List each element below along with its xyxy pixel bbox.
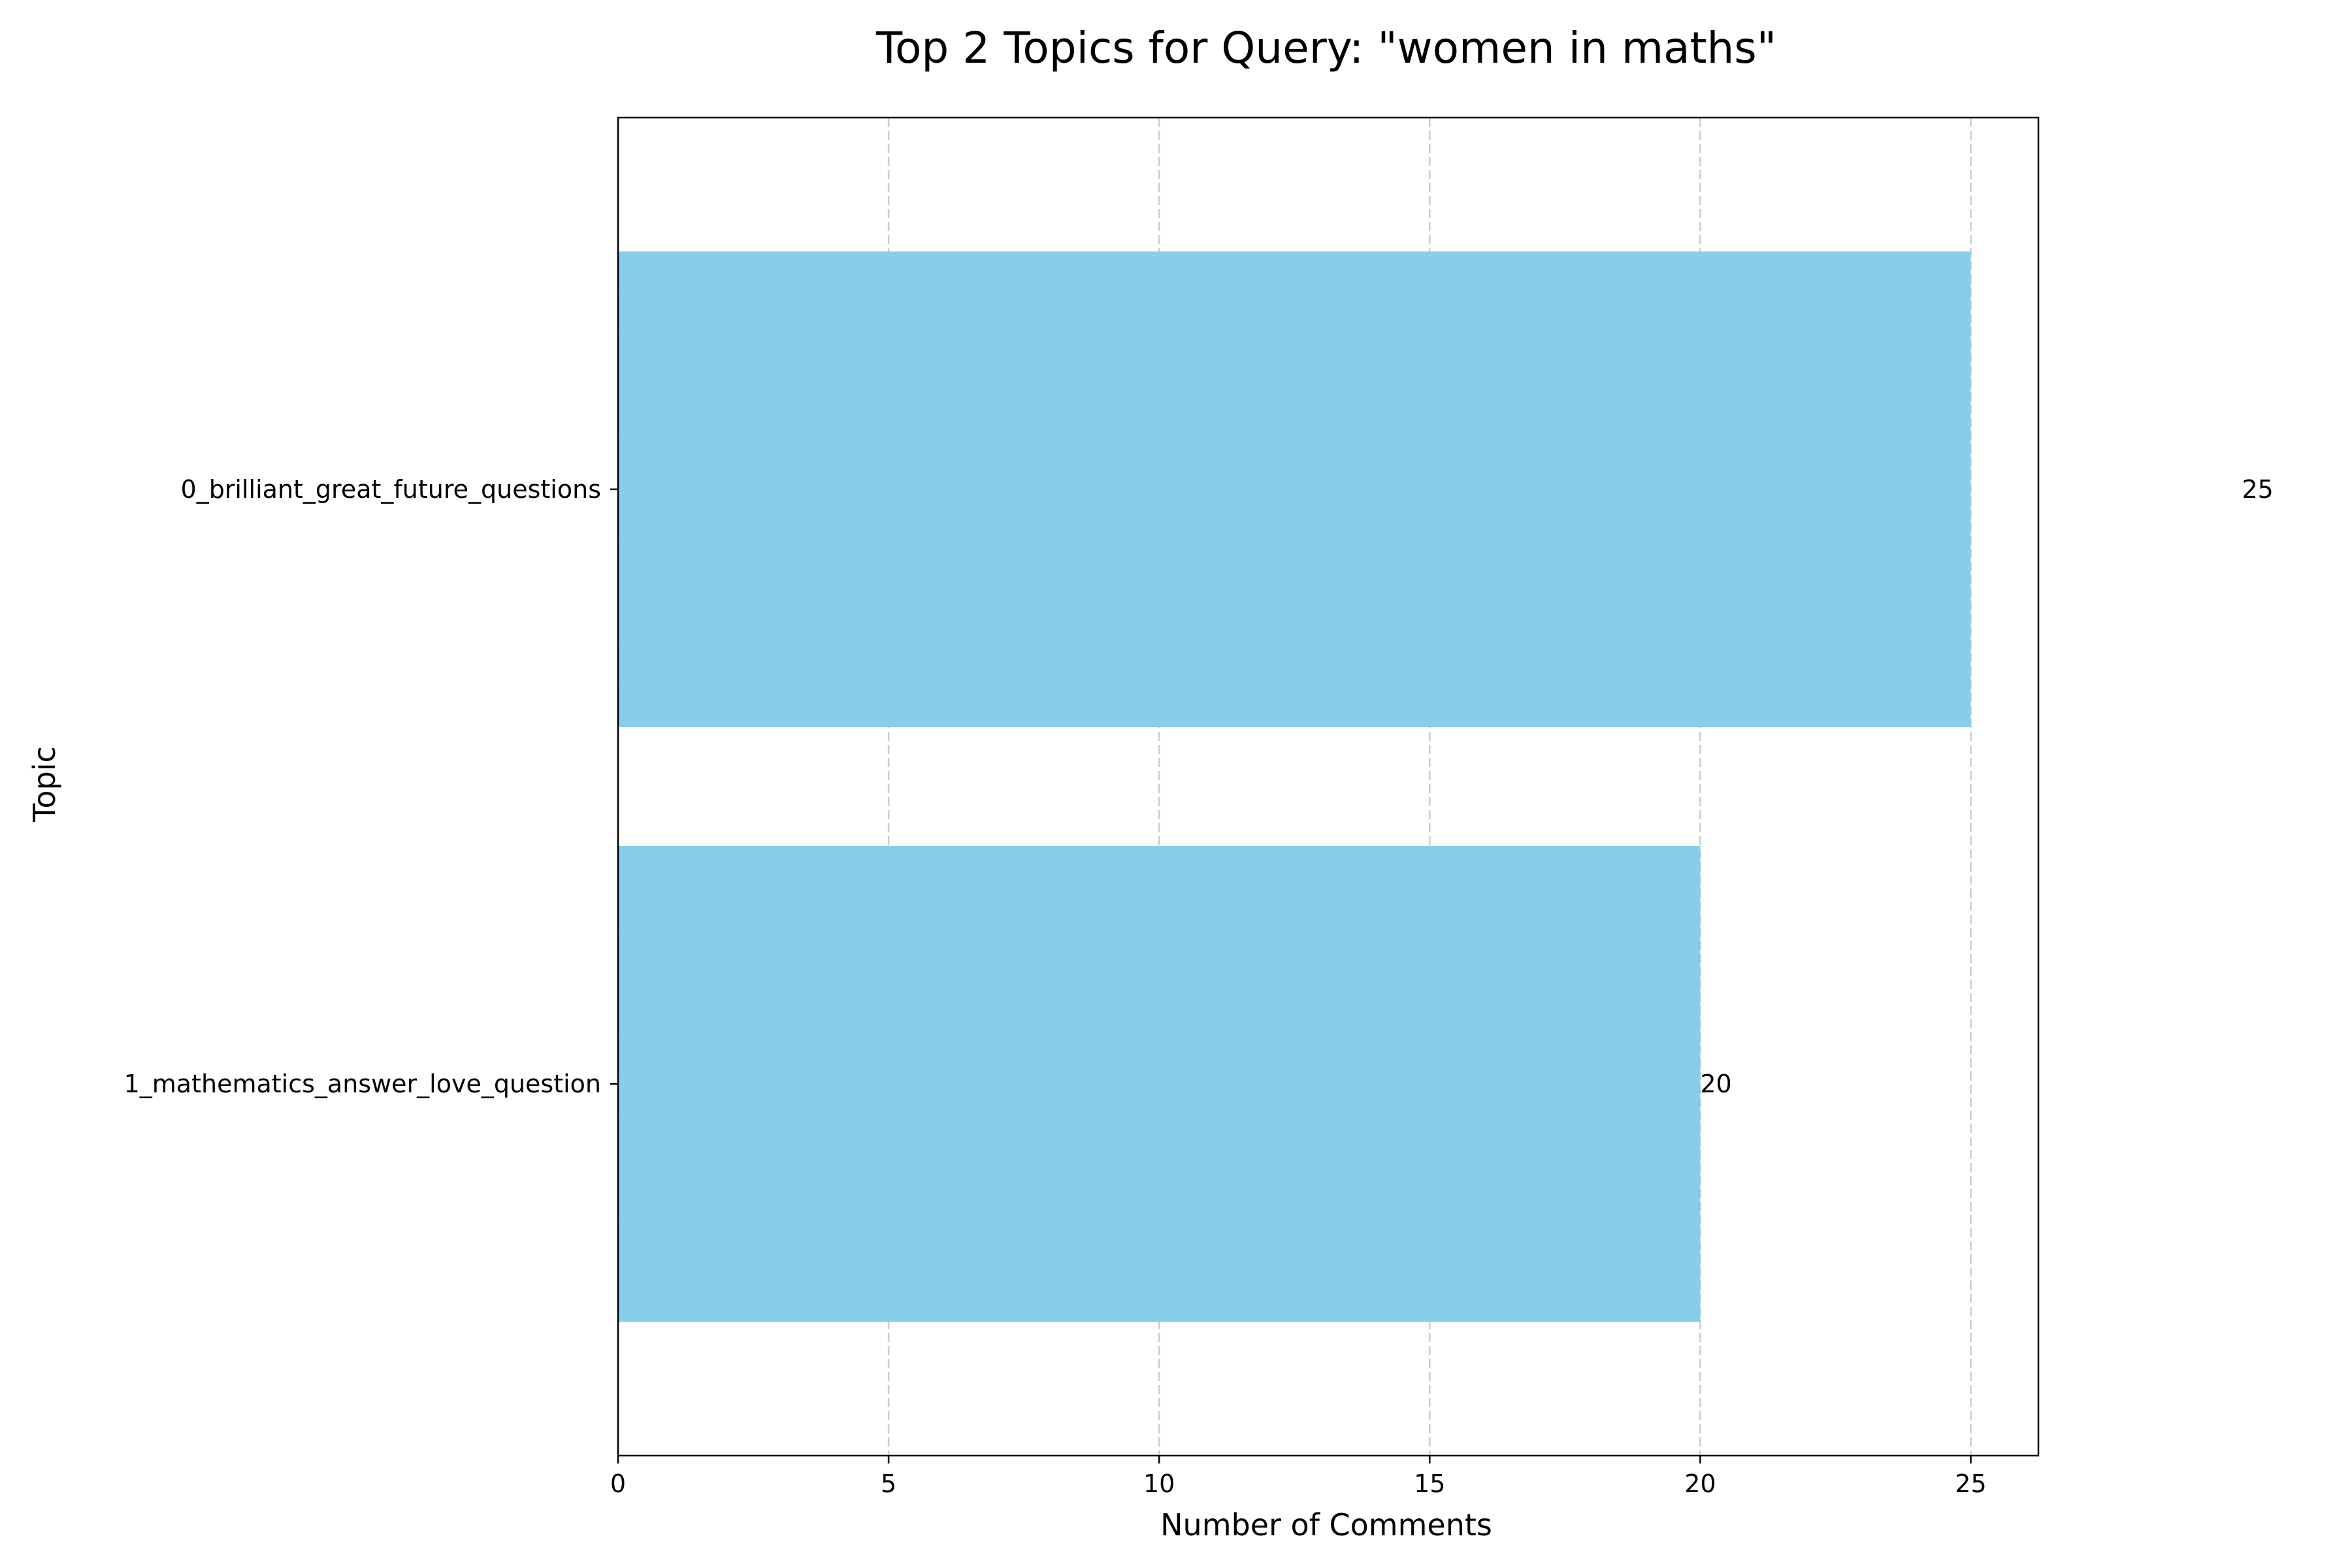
x-tick-label-0: 0 — [610, 1469, 626, 1498]
x-tick-label-10: 10 — [1143, 1469, 1175, 1498]
bar-1 — [618, 846, 1701, 1322]
x-axis-ticks: 0 5 10 15 20 25 — [610, 1456, 1987, 1498]
bars — [618, 251, 1971, 1322]
data-labels: 25 20 — [1700, 475, 2273, 1098]
data-label-1: 20 — [1700, 1070, 1731, 1098]
x-tick-label-25: 25 — [1955, 1469, 1986, 1498]
x-tick-label-15: 15 — [1414, 1469, 1445, 1498]
x-axis-title: Number of Comments — [1160, 1507, 1492, 1543]
y-axis-title: Topic — [27, 746, 62, 823]
bar-0 — [618, 251, 1971, 727]
plot-frame — [617, 116, 2040, 1457]
chart-title: Top 2 Topics for Query: "women in maths" — [875, 23, 1776, 73]
y-axis-ticks: 0_brilliant_great_future_questions 1_math… — [124, 475, 618, 1098]
y-tick-label-1: 1_mathematics_answer_love_question — [124, 1070, 601, 1098]
data-label-0: 25 — [2242, 475, 2273, 504]
x-tick-label-5: 5 — [881, 1469, 896, 1498]
x-tick-label-20: 20 — [1684, 1469, 1716, 1498]
y-tick-label-0: 0_brilliant_great_future_questions — [181, 475, 601, 504]
